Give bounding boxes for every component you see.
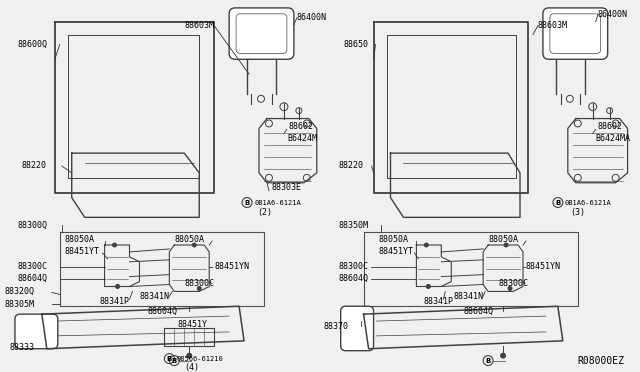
Text: 88300C: 88300C [498, 279, 528, 288]
Circle shape [113, 243, 116, 247]
Text: 88600Q: 88600Q [18, 40, 48, 49]
Text: 88341P: 88341P [100, 297, 130, 306]
FancyBboxPatch shape [543, 8, 607, 59]
Text: 88604Q: 88604Q [463, 307, 493, 316]
Text: 88602: 88602 [289, 122, 314, 131]
FancyBboxPatch shape [340, 306, 374, 351]
Text: 88050A: 88050A [378, 235, 408, 244]
Text: B: B [486, 357, 491, 363]
Text: (2): (2) [257, 208, 272, 217]
Text: 88451Y: 88451Y [177, 320, 207, 328]
Text: B: B [167, 356, 172, 362]
Text: 88305M: 88305M [5, 300, 35, 309]
Text: 88300C: 88300C [18, 262, 48, 271]
Text: 88220: 88220 [22, 161, 47, 170]
Text: 88303E: 88303E [272, 183, 302, 192]
Text: 88341N: 88341N [453, 292, 483, 301]
Text: 88603M: 88603M [184, 21, 214, 30]
FancyBboxPatch shape [229, 8, 294, 59]
Circle shape [197, 286, 201, 291]
Text: 0B1A6-6121A: 0B1A6-6121A [254, 199, 301, 205]
Text: B: B [172, 357, 177, 363]
Text: 88220: 88220 [339, 161, 364, 170]
Text: 0B1A6-6121A: 0B1A6-6121A [565, 199, 612, 205]
Circle shape [187, 353, 192, 358]
Text: B: B [556, 199, 561, 205]
Circle shape [500, 353, 506, 358]
Text: 88451YN: 88451YN [526, 262, 561, 271]
Text: 88300Q: 88300Q [18, 221, 48, 230]
Text: 88604Q: 88604Q [147, 307, 177, 316]
Text: 88320Q: 88320Q [5, 287, 35, 296]
Circle shape [116, 285, 120, 288]
FancyBboxPatch shape [550, 14, 601, 53]
Text: 88451YN: 88451YN [214, 262, 249, 271]
Text: 88602: 88602 [598, 122, 623, 131]
Text: B6424MA: B6424MA [596, 134, 630, 143]
Text: 88333: 88333 [10, 343, 35, 352]
FancyBboxPatch shape [236, 14, 287, 53]
Text: 88603M: 88603M [538, 21, 568, 30]
Text: 88650: 88650 [344, 40, 369, 49]
Text: 88370: 88370 [324, 321, 349, 330]
Text: 88451YT: 88451YT [378, 247, 413, 256]
Text: 08566-61210: 08566-61210 [177, 356, 223, 362]
Text: 88300C: 88300C [184, 279, 214, 288]
Circle shape [424, 243, 428, 247]
Circle shape [426, 285, 430, 288]
Text: 88341N: 88341N [140, 292, 170, 301]
FancyBboxPatch shape [15, 314, 58, 349]
Circle shape [508, 286, 512, 291]
Text: 88050A: 88050A [65, 235, 95, 244]
Text: 88604Q: 88604Q [18, 274, 48, 283]
Text: B: B [244, 199, 250, 205]
Text: 88050A: 88050A [488, 235, 518, 244]
Text: B6424M: B6424M [287, 134, 317, 143]
Circle shape [504, 243, 508, 247]
Text: 86400N: 86400N [598, 10, 628, 19]
Text: 88050A: 88050A [174, 235, 204, 244]
Text: (4): (4) [184, 363, 199, 372]
Text: 88341P: 88341P [424, 297, 453, 306]
Text: 88604Q: 88604Q [339, 274, 369, 283]
Text: 88350M: 88350M [339, 221, 369, 230]
Text: 88451YT: 88451YT [65, 247, 100, 256]
Text: 86400N: 86400N [297, 13, 327, 22]
Text: (3): (3) [570, 208, 585, 217]
Text: R08000EZ: R08000EZ [578, 356, 625, 366]
Circle shape [192, 243, 196, 247]
Text: 88300C: 88300C [339, 262, 369, 271]
